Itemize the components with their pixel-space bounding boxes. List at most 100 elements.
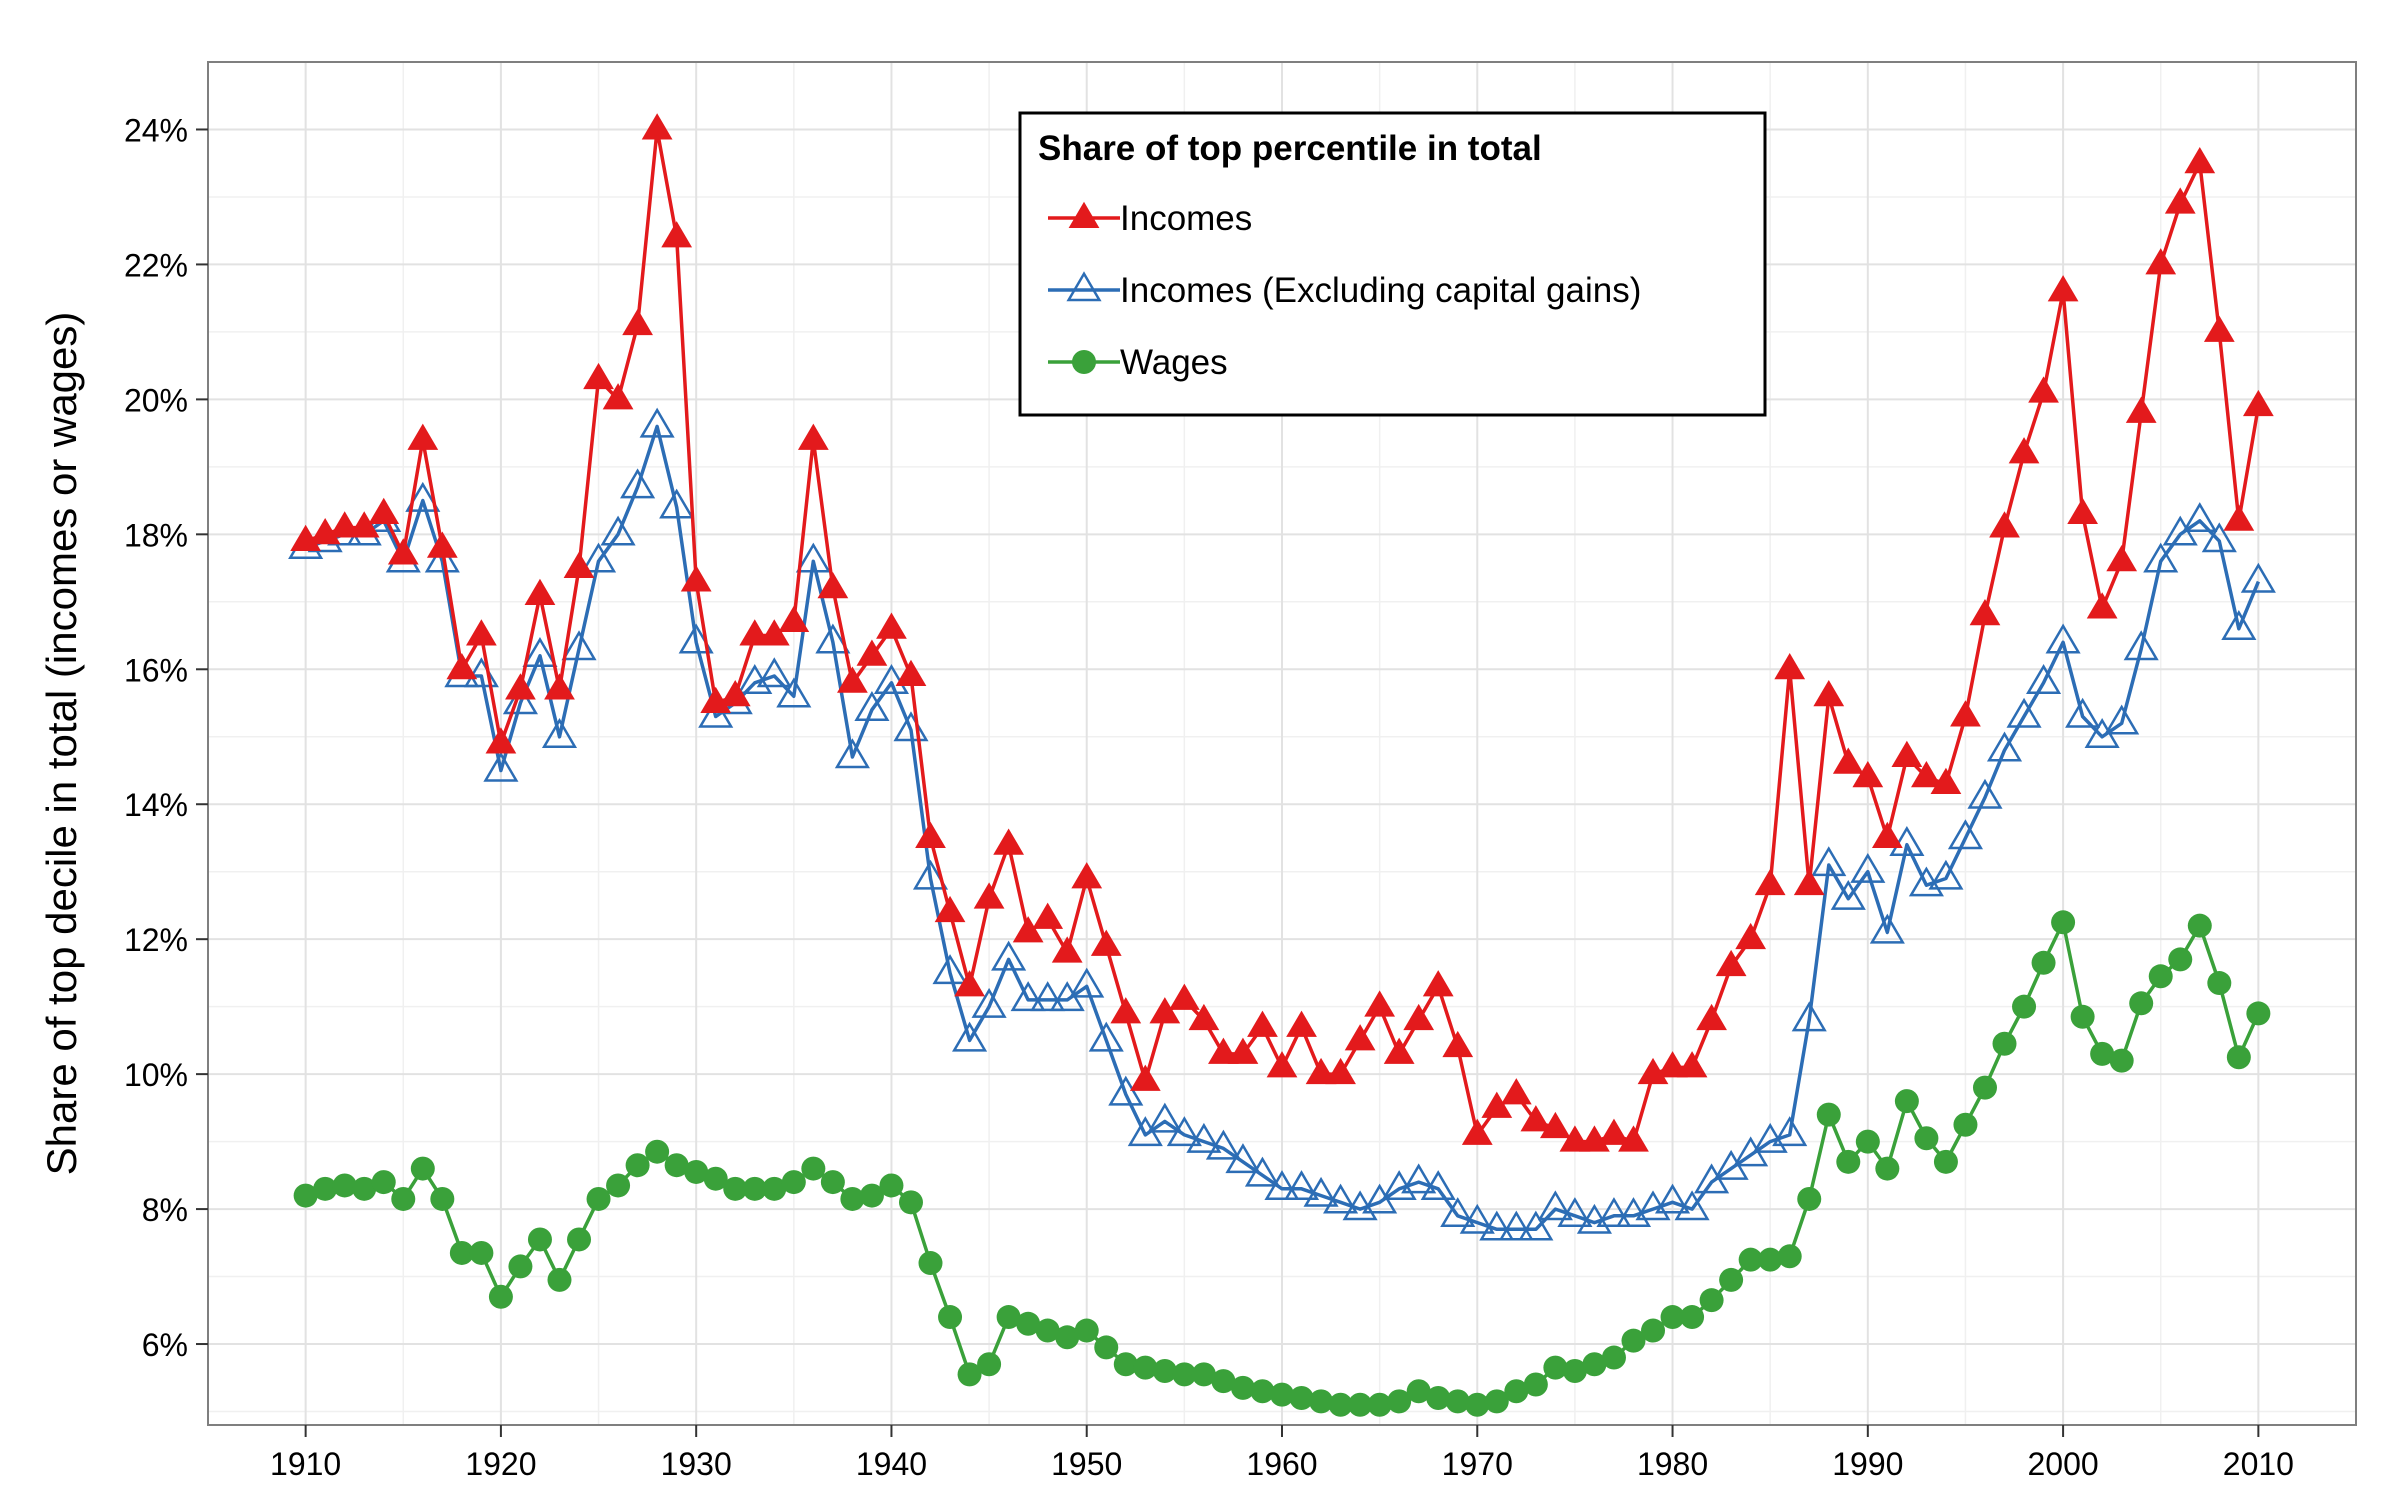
data-point <box>1420 1170 1456 1201</box>
data-point <box>1348 1392 1373 1417</box>
data-point <box>639 407 675 438</box>
data-point <box>1674 1190 1710 1221</box>
data-point <box>1791 1001 1827 1032</box>
data-point <box>430 1186 455 1211</box>
data-point <box>1504 1379 1529 1404</box>
data-point <box>2008 437 2040 464</box>
data-point <box>544 673 575 700</box>
data-point <box>625 1153 650 1178</box>
data-point <box>1035 1318 1060 1343</box>
data-point <box>586 1186 611 1211</box>
x-tick-label: 2010 <box>2223 1446 2294 1482</box>
data-point <box>723 1176 748 1201</box>
data-point <box>2246 1001 2271 1026</box>
data-point <box>368 497 400 525</box>
series-incomes-excluding-capital-gains <box>288 407 2276 1241</box>
data-point <box>449 1240 474 1265</box>
data-point <box>1074 1318 1099 1343</box>
legend-swatch-marker <box>1066 271 1102 302</box>
data-point <box>739 619 771 646</box>
data-point <box>293 1183 318 1208</box>
data-point <box>2207 971 2232 996</box>
data-point <box>1696 1003 1727 1031</box>
data-point <box>856 639 888 666</box>
legend-swatch-marker <box>1072 350 1096 374</box>
data-point <box>1286 1010 1317 1037</box>
data-point <box>1537 1190 1573 1221</box>
data-point <box>1797 1186 1822 1211</box>
data-point <box>1986 731 2023 762</box>
data-point <box>1303 1176 1339 1207</box>
data-point <box>1108 1075 1144 1106</box>
data-point <box>1498 1210 1534 1241</box>
legend-swatch-marker <box>1068 201 1100 228</box>
data-point <box>2047 275 2079 302</box>
data-point <box>1891 740 1923 767</box>
data-point <box>1387 1389 1412 1414</box>
data-point <box>1557 1197 1593 1228</box>
data-point <box>424 542 460 573</box>
legend-label: Incomes (Excluding capital gains) <box>1120 271 1641 310</box>
series-wages <box>293 910 2271 1417</box>
data-point <box>1811 846 1847 877</box>
data-point <box>1972 1075 1997 1100</box>
data-point <box>659 488 695 519</box>
data-point <box>1012 916 1044 943</box>
data-point <box>1500 1078 1532 1105</box>
data-point <box>1191 1362 1216 1387</box>
data-point <box>1484 1389 1509 1414</box>
data-point <box>600 515 636 546</box>
data-point <box>1250 1379 1275 1404</box>
data-point <box>2201 522 2237 553</box>
y-tick-label: 12% <box>124 922 188 958</box>
y-axis-label: Share of top decile in total (incomes or… <box>38 312 85 1176</box>
data-point <box>502 684 538 715</box>
data-point <box>1947 819 1984 850</box>
y-tick-label: 22% <box>124 247 188 283</box>
data-point <box>1205 1129 1241 1160</box>
y-tick-label: 10% <box>124 1057 188 1093</box>
data-point <box>1540 1111 1571 1139</box>
data-point <box>2065 697 2101 728</box>
data-point <box>1950 700 1981 727</box>
y-tick-label: 20% <box>124 382 188 418</box>
data-point <box>797 423 829 450</box>
legend-title: Share of top percentile in total <box>1038 129 1542 168</box>
y-tick-label: 16% <box>124 652 188 688</box>
data-point <box>1543 1355 1568 1380</box>
data-point <box>1928 859 1964 890</box>
data-point <box>1305 1057 1337 1085</box>
data-point <box>1992 1031 2017 1056</box>
data-point <box>2070 1004 2095 1029</box>
data-point <box>1129 1064 1161 1091</box>
x-tick-label: 1970 <box>1442 1446 1513 1482</box>
data-point <box>1758 1247 1783 1272</box>
data-point <box>918 1251 943 1276</box>
data-point <box>583 362 614 390</box>
data-point <box>1989 511 2020 538</box>
data-point <box>2045 623 2081 654</box>
data-point <box>680 565 712 592</box>
data-point <box>1719 1267 1744 1292</box>
data-point <box>1188 1003 1220 1031</box>
data-point <box>934 895 966 923</box>
data-point <box>1852 760 1884 788</box>
data-point <box>2242 389 2274 417</box>
x-tick-label: 1910 <box>270 1446 341 1482</box>
data-point <box>1055 1325 1080 1350</box>
data-point <box>684 1159 709 1184</box>
data-point <box>957 1362 982 1387</box>
data-point <box>541 718 578 748</box>
data-point <box>1869 913 1905 944</box>
data-point <box>547 1267 572 1292</box>
data-point <box>1186 1122 1222 1153</box>
data-point <box>1894 1089 1919 1114</box>
data-point <box>2168 947 2193 972</box>
data-point <box>567 1227 592 1252</box>
data-point <box>1637 1057 1669 1085</box>
data-point <box>1230 1375 1255 1400</box>
data-point <box>1247 1010 1278 1037</box>
data-point <box>703 1166 728 1191</box>
data-point <box>1850 852 1886 883</box>
data-point <box>329 511 361 538</box>
